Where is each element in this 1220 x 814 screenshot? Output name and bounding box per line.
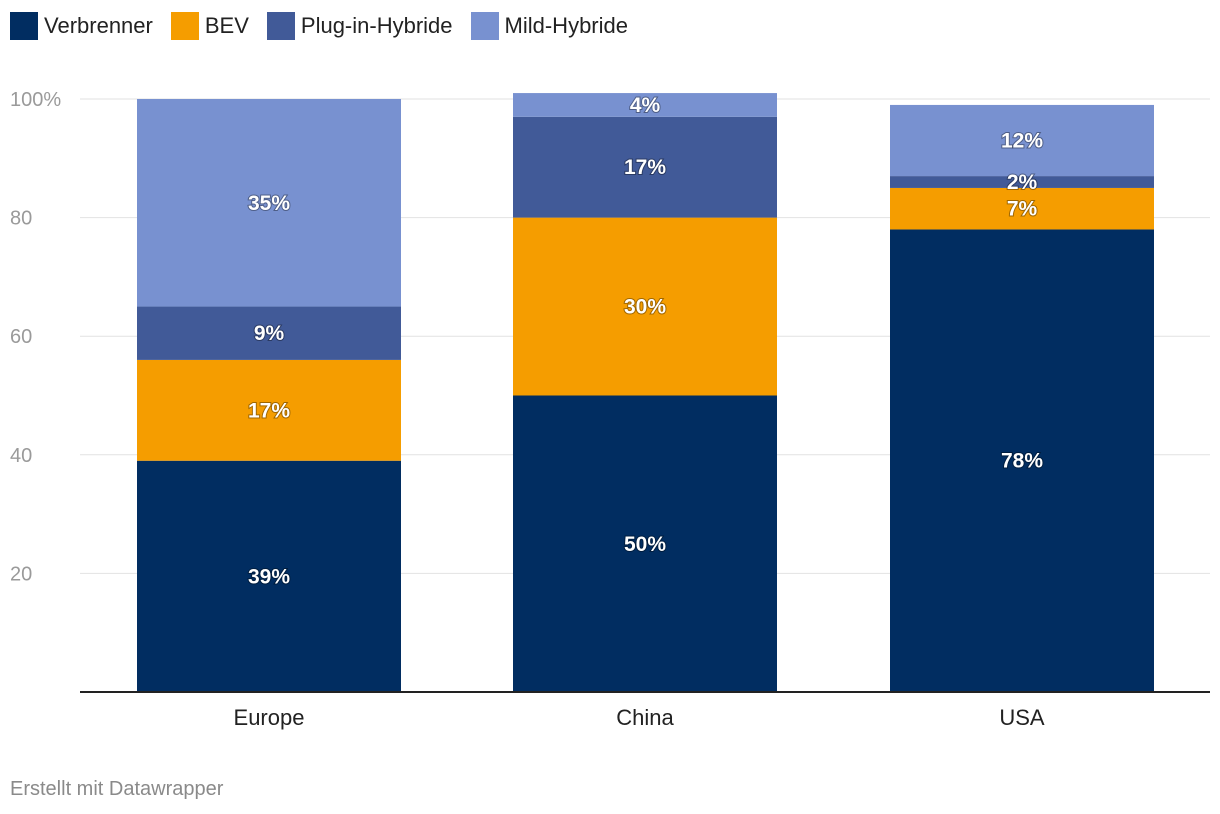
y-tick-label-80: 80 xyxy=(10,208,32,230)
legend-label-bev: BEV xyxy=(204,13,249,38)
data-label-usa-plug-in-hybride: 2% xyxy=(1007,171,1038,194)
data-label-usa-verbrenner: 78% xyxy=(1001,450,1043,473)
legend-swatch-plug-in-hybride xyxy=(266,12,295,40)
bar-europe-verbrenner xyxy=(137,460,401,692)
axis-layer: Europe China USA xyxy=(80,691,1210,730)
legend-swatch-bev xyxy=(170,12,199,40)
data-label-china-bev: 30% xyxy=(624,296,666,319)
y-tick-label-40: 40 xyxy=(10,445,32,467)
data-label-europe-mild-hybride: 35% xyxy=(248,192,290,215)
legend-item-verbrenner: Verbrenner xyxy=(10,12,153,40)
data-label-layer: 39% 17% 9% 35% 50% 30% 17% 4% 78% 7% 2% 12% xyxy=(247,93,1044,589)
y-tick-label-20: 20 xyxy=(10,563,32,585)
y-tick-label-100: 100% xyxy=(10,89,61,111)
legend-item-bev: BEV xyxy=(170,12,249,40)
bar-china-verbrenner xyxy=(513,395,777,692)
chart-legend: Verbrenner BEV Plug-in-Hybride Mild-Hybride xyxy=(10,12,646,40)
stacked-bar-chart: 20 40 60 80 100% 39% 17% 9% 35% 50% 30% 17% 4% 78% 7%… xyxy=(10,89,1210,730)
legend-item-plug-in-hybride: Plug-in-Hybride xyxy=(266,12,453,40)
data-label-usa-mild-hybride: 12% xyxy=(1001,130,1043,153)
bar-layer xyxy=(137,93,1154,692)
bar-usa-mild-hybride xyxy=(890,104,1154,177)
footer-credit: Erstellt mit Datawrapper xyxy=(10,778,224,800)
data-label-china-verbrenner: 50% xyxy=(624,533,666,556)
x-category-label-usa: USA xyxy=(999,705,1045,730)
bar-china-bev xyxy=(513,217,777,396)
bar-usa-verbrenner xyxy=(890,229,1154,692)
legend-label-verbrenner: Verbrenner xyxy=(44,13,153,38)
bar-china-plug-in-hybride xyxy=(513,116,777,218)
data-label-europe-bev: 17% xyxy=(248,399,290,422)
bar-china-mild-hybride xyxy=(513,93,777,117)
bar-europe-mild-hybride xyxy=(137,99,401,307)
data-label-usa-bev: 7% xyxy=(1007,198,1038,221)
data-label-china-mild-hybride: 4% xyxy=(630,94,661,117)
bar-europe-plug-in-hybride xyxy=(137,306,401,360)
legend-swatch-mild-hybride xyxy=(470,12,499,40)
bar-europe-bev xyxy=(137,359,401,461)
legend-label-mild-hybride: Mild-Hybride xyxy=(504,13,628,38)
y-tick-label-60: 60 xyxy=(10,326,32,348)
x-category-label-china: China xyxy=(616,705,674,730)
legend-swatch-verbrenner xyxy=(10,12,38,40)
data-label-europe-plug-in-hybride: 9% xyxy=(254,322,285,345)
bar-usa-bev xyxy=(890,187,1154,230)
bar-usa-plug-in-hybride xyxy=(890,176,1154,188)
legend-label-plug-in-hybride: Plug-in-Hybride xyxy=(300,13,453,38)
legend-item-mild-hybride: Mild-Hybride xyxy=(470,12,628,40)
data-label-china-plug-in-hybride: 17% xyxy=(624,156,666,179)
data-label-europe-verbrenner: 39% xyxy=(248,565,290,588)
x-category-label-europe: Europe xyxy=(234,705,305,730)
